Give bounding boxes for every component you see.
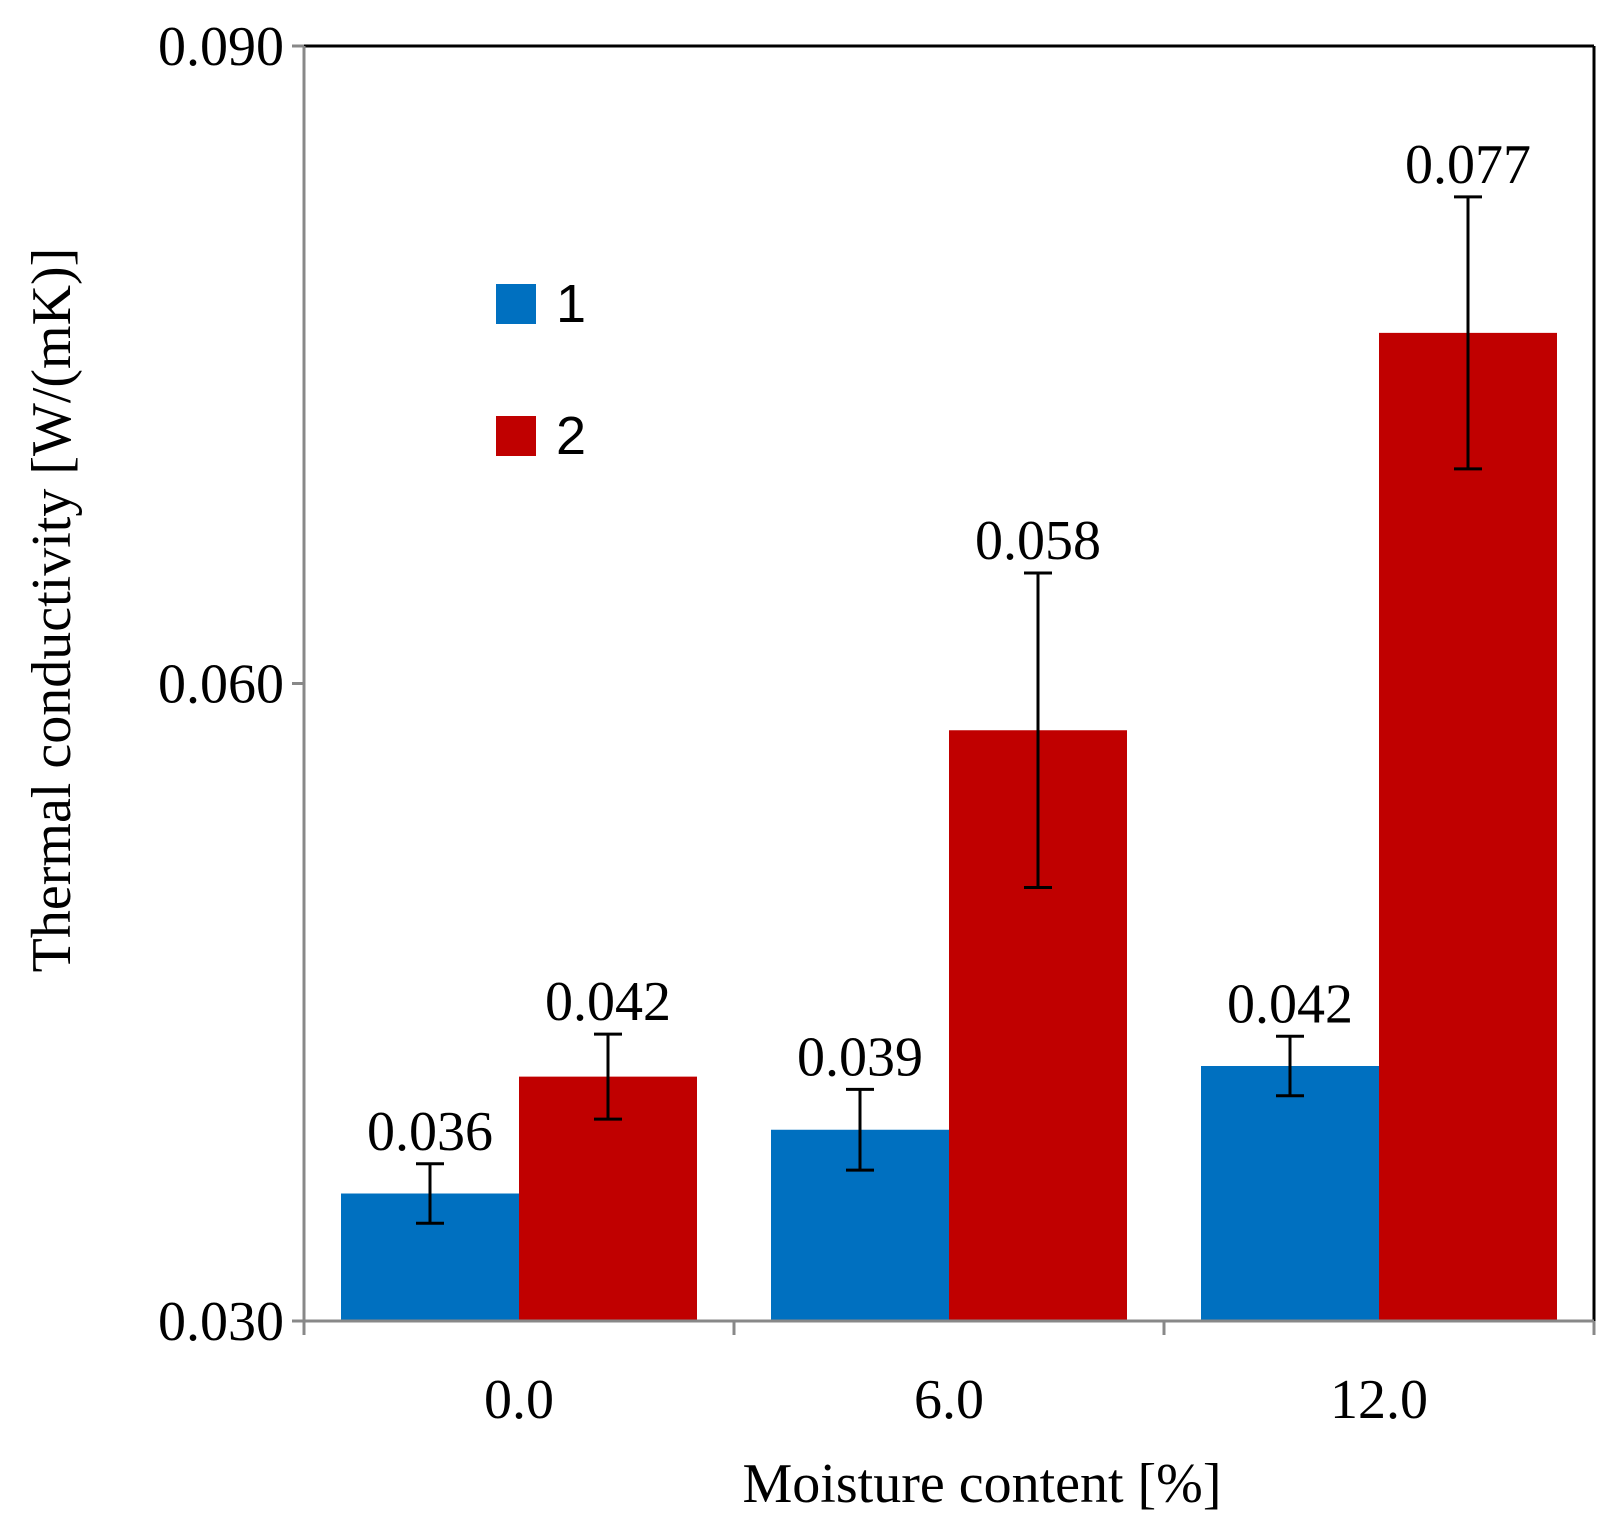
legend-label-2: 2	[556, 406, 586, 466]
x-ticks-group: 0.0 6.0 12.0	[302, 1321, 1596, 1431]
legend-swatch-1	[496, 284, 536, 324]
x-tick-label: 0.0	[484, 1369, 554, 1431]
legend: 12	[496, 274, 586, 466]
y-tick-label: 0.060	[158, 654, 284, 716]
value-label-series1-6.0: 0.039	[797, 1026, 923, 1088]
bar-series2-12.0	[1379, 332, 1557, 1321]
value-label-series2-6.0: 0.058	[975, 510, 1101, 572]
value-label-series1-12.0: 0.042	[1227, 973, 1353, 1035]
x-tick-label: 6.0	[914, 1369, 984, 1431]
y-tick-label: 0.090	[158, 16, 284, 78]
y-tick-label: 0.030	[158, 1291, 284, 1353]
value-label-series2-12.0: 0.077	[1405, 134, 1531, 196]
legend-swatch-2	[496, 416, 536, 456]
value-labels-group: 0.036 0.042 0.039 0.058 0.042 0.077	[367, 134, 1531, 1163]
legend-label-1: 1	[556, 274, 586, 334]
bars-group	[341, 332, 1557, 1321]
y-axis-label: Thermal conductivity [W/(mK)]	[21, 248, 83, 973]
x-tick-label: 12.0	[1330, 1369, 1428, 1431]
x-axis-label: Moisture content [%]	[743, 1453, 1222, 1515]
value-label-series2-0.0: 0.042	[545, 971, 671, 1033]
value-label-series1-0.0: 0.036	[367, 1101, 493, 1163]
y-ticks-group: 0.030 0.060 0.090	[158, 16, 304, 1353]
error-bars-group	[416, 195, 1482, 1225]
bar-series1-12.0	[1201, 1066, 1379, 1321]
